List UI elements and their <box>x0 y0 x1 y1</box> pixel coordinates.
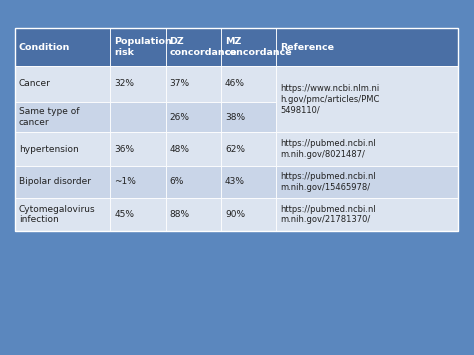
Bar <box>110 166 165 198</box>
Bar <box>165 198 221 231</box>
Text: 45%: 45% <box>114 210 134 219</box>
Bar <box>15 28 458 231</box>
Text: Reference: Reference <box>280 43 334 51</box>
Text: MZ
concordance: MZ concordance <box>225 37 292 57</box>
Text: Population
risk: Population risk <box>114 37 172 57</box>
Text: Bipolar disorder: Bipolar disorder <box>19 178 91 186</box>
Text: 37%: 37% <box>170 80 190 88</box>
Bar <box>15 166 110 198</box>
Text: 6%: 6% <box>170 178 184 186</box>
Text: 38%: 38% <box>225 113 245 121</box>
Bar <box>221 66 276 102</box>
Bar <box>165 132 221 166</box>
Text: 26%: 26% <box>170 113 190 121</box>
Text: ~1%: ~1% <box>114 178 136 186</box>
Text: Condition: Condition <box>19 43 70 51</box>
Bar <box>221 28 276 66</box>
Text: 88%: 88% <box>170 210 190 219</box>
Bar <box>165 166 221 198</box>
Bar <box>221 102 276 132</box>
Bar <box>221 198 276 231</box>
Text: https://pubmed.ncbi.nl
m.nih.gov/8021487/: https://pubmed.ncbi.nl m.nih.gov/8021487… <box>280 139 376 159</box>
Bar <box>221 132 276 166</box>
Text: hypertension: hypertension <box>19 144 79 153</box>
Text: 90%: 90% <box>225 210 245 219</box>
Bar <box>110 66 165 102</box>
Bar <box>110 132 165 166</box>
Text: 46%: 46% <box>225 80 245 88</box>
Bar <box>15 198 110 231</box>
Text: 36%: 36% <box>114 144 134 153</box>
Bar <box>15 132 110 166</box>
Text: Cytomegalovirus
infection: Cytomegalovirus infection <box>19 204 96 224</box>
Bar <box>276 28 458 66</box>
Text: 48%: 48% <box>170 144 190 153</box>
Text: 62%: 62% <box>225 144 245 153</box>
Bar <box>165 28 221 66</box>
Text: https://pubmed.ncbi.nl
m.nih.gov/15465978/: https://pubmed.ncbi.nl m.nih.gov/1546597… <box>280 172 376 192</box>
Bar <box>165 66 221 102</box>
Text: 43%: 43% <box>225 178 245 186</box>
Bar <box>276 198 458 231</box>
Bar <box>15 66 110 102</box>
Bar <box>276 166 458 198</box>
Text: https://www.ncbi.nlm.ni
h.gov/pmc/articles/PMC
5498110/: https://www.ncbi.nlm.ni h.gov/pmc/articl… <box>280 84 380 114</box>
Bar <box>110 28 165 66</box>
Text: https://pubmed.ncbi.nl
m.nih.gov/21781370/: https://pubmed.ncbi.nl m.nih.gov/2178137… <box>280 204 376 224</box>
Text: Cancer: Cancer <box>19 80 51 88</box>
Bar <box>276 66 458 132</box>
Bar <box>110 198 165 231</box>
Text: DZ
concordance: DZ concordance <box>170 37 237 57</box>
Text: 32%: 32% <box>114 80 134 88</box>
Bar <box>15 28 110 66</box>
Bar <box>165 102 221 132</box>
Text: Same type of
cancer: Same type of cancer <box>19 107 80 127</box>
Bar <box>276 132 458 166</box>
Bar <box>221 166 276 198</box>
Bar <box>15 102 110 132</box>
Bar <box>110 102 165 132</box>
